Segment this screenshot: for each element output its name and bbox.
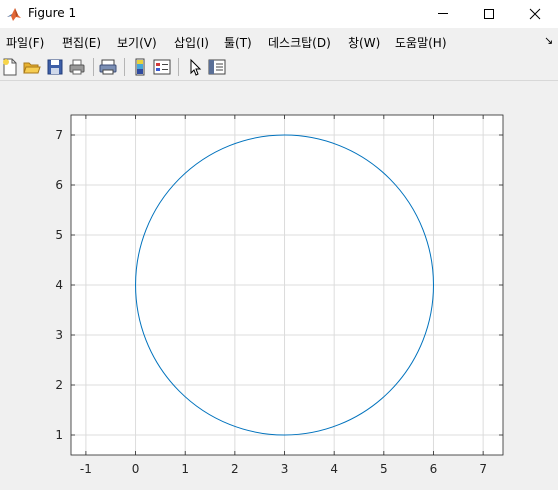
open-property-inspector-icon xyxy=(208,59,226,75)
insert-colorbar-icon xyxy=(135,58,145,76)
new-figure-button[interactable] xyxy=(0,57,20,77)
close-button[interactable] xyxy=(512,0,558,28)
x-tick-label: 0 xyxy=(132,462,140,476)
menu-help[interactable]: 도움말(H) xyxy=(395,36,447,50)
open-file-button[interactable] xyxy=(22,57,42,77)
menu-view[interactable]: 보기(V) xyxy=(117,36,157,50)
open-property-inspector-button[interactable] xyxy=(207,57,227,77)
menu-bar: 파일(F) 편집(E) 보기(V) 삽입(I) 툴(T) 데스크탑(D) 창(W… xyxy=(0,28,558,54)
toolbar-separator xyxy=(178,58,179,76)
title-bar: Figure 1 xyxy=(0,0,558,28)
toolbar-separator xyxy=(124,58,125,76)
x-tick-label: 5 xyxy=(380,462,388,476)
insert-colorbar-button[interactable] xyxy=(130,57,150,77)
y-tick-label: 5 xyxy=(55,228,63,242)
menu-desktop[interactable]: 데스크탑(D) xyxy=(268,36,331,50)
circle-series-line xyxy=(135,134,434,436)
dock-arrow-icon[interactable]: ↘ xyxy=(544,34,554,47)
toolbar-separator xyxy=(93,58,94,76)
x-tick-label: -1 xyxy=(80,462,92,476)
link-plot-icon xyxy=(99,59,117,75)
menu-insert[interactable]: 삽입(I) xyxy=(174,36,209,50)
x-tick-label: 1 xyxy=(181,462,189,476)
x-tick-label: 3 xyxy=(281,462,289,476)
save-icon xyxy=(47,59,63,75)
close-icon xyxy=(529,8,541,20)
plot-axes[interactable]: -1 0 1 2 3 4 5 6 7 1 2 3 4 5 6 7 xyxy=(0,81,558,490)
window-title: Figure 1 xyxy=(28,6,77,20)
y-tick-label: 3 xyxy=(55,328,63,342)
y-tick-label: 1 xyxy=(55,428,63,442)
maximize-button[interactable] xyxy=(466,0,512,28)
new-figure-icon xyxy=(3,58,17,76)
y-tick-label: 4 xyxy=(55,278,63,292)
figure-canvas: -1 0 1 2 3 4 5 6 7 1 2 3 4 5 6 7 xyxy=(0,81,558,490)
edit-plot-button[interactable] xyxy=(185,57,205,77)
maximize-icon xyxy=(484,9,494,19)
insert-legend-icon xyxy=(153,59,171,75)
minimize-button[interactable] xyxy=(420,0,466,28)
x-tick-label: 4 xyxy=(330,462,338,476)
y-tick-label: 2 xyxy=(55,378,63,392)
x-tick-label: 6 xyxy=(430,462,438,476)
y-tick-label: 7 xyxy=(55,128,63,142)
link-plot-button[interactable] xyxy=(98,57,118,77)
edit-plot-icon xyxy=(190,58,202,76)
menu-tools[interactable]: 툴(T) xyxy=(224,36,252,50)
print-button[interactable] xyxy=(67,57,87,77)
x-tick-label: 7 xyxy=(479,462,487,476)
menu-edit[interactable]: 편집(E) xyxy=(62,36,102,50)
menu-file[interactable]: 파일(F) xyxy=(6,36,45,50)
menu-window[interactable]: 창(W) xyxy=(348,36,381,50)
save-button[interactable] xyxy=(45,57,65,77)
minimize-icon xyxy=(438,13,448,14)
toolbar xyxy=(0,54,558,81)
x-tick-label: 2 xyxy=(231,462,239,476)
print-icon xyxy=(69,59,85,75)
open-file-icon xyxy=(23,62,41,74)
y-tick-label: 6 xyxy=(55,178,63,192)
insert-legend-button[interactable] xyxy=(152,57,172,77)
matlab-logo-icon xyxy=(6,6,22,22)
